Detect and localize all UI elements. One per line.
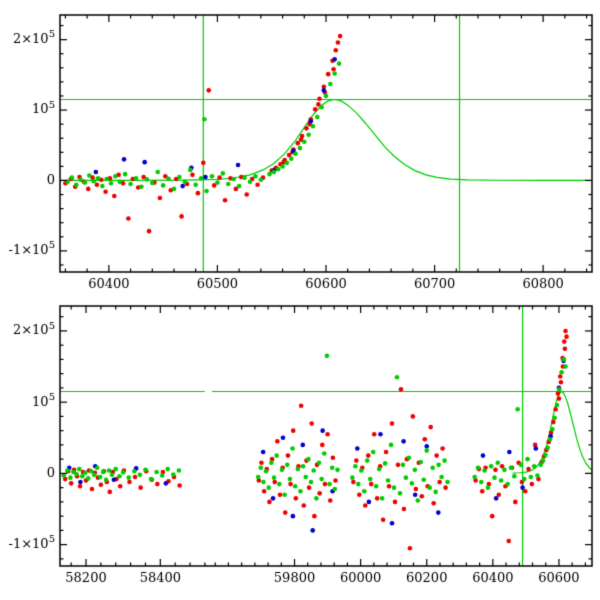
- bottom-panel-canvas: [0, 300, 600, 600]
- top-panel-canvas: [0, 0, 600, 300]
